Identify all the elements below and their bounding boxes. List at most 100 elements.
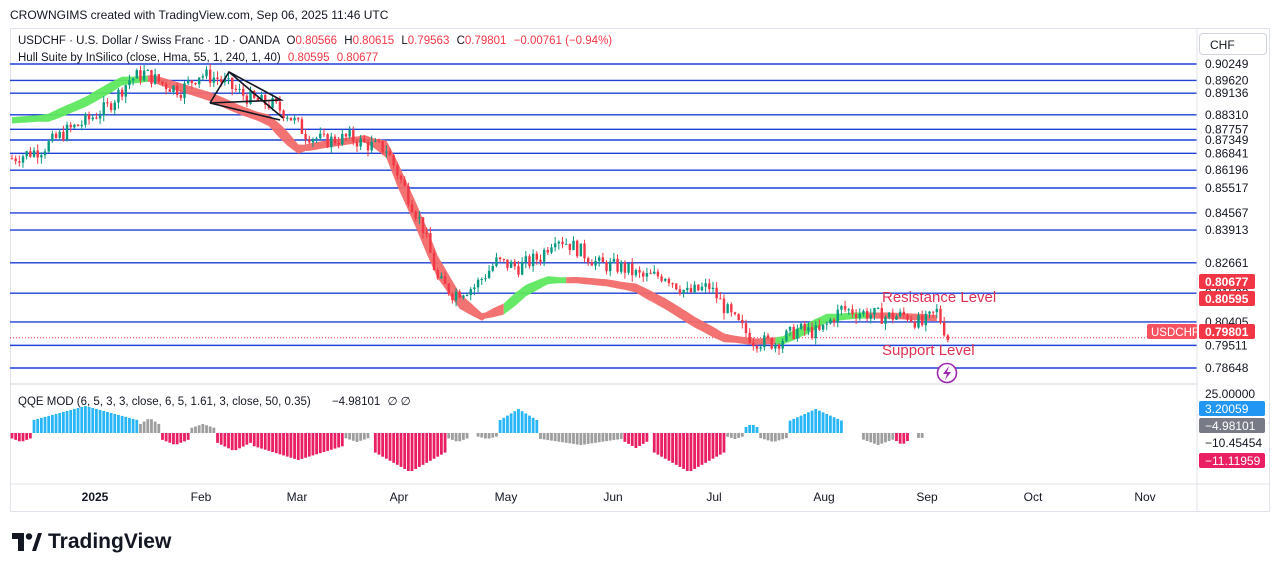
candle-body (898, 311, 902, 317)
candle-body (73, 124, 76, 128)
candle-body (370, 141, 373, 151)
close-value: 0.79801 (464, 35, 507, 47)
qqe-bar (634, 433, 638, 448)
candle-body (227, 77, 230, 79)
candle-body (249, 90, 252, 104)
currency-selector-button[interactable]: CHF (1199, 33, 1267, 55)
qqe-bar (384, 433, 388, 459)
qqe-bar (462, 433, 465, 440)
qqe-bar (131, 418, 135, 433)
qqe-bar (439, 433, 443, 455)
candle-body (586, 258, 590, 263)
candle-body (14, 158, 17, 162)
qqe-bar (124, 416, 128, 433)
candle-body (91, 117, 94, 120)
time-tick-label: Feb (191, 490, 212, 504)
qqe-bar (227, 433, 230, 449)
qqe-value: −4.98101 (331, 396, 381, 408)
high-label: H (344, 35, 353, 47)
qqe-bar (906, 433, 909, 442)
qqe-bar (711, 433, 715, 459)
qqe-bar (840, 420, 843, 433)
candle-body (465, 294, 469, 296)
symbol-legend[interactable]: USDCHF · U.S. Dollar / Swiss Franc · 1D … (18, 35, 612, 47)
candle-body (763, 335, 766, 348)
qqe-bar (656, 433, 660, 455)
candle-body (142, 70, 146, 81)
qqe-bar (561, 433, 564, 443)
candle-body (752, 342, 755, 347)
qqe-bar (355, 433, 359, 442)
candle-body (443, 276, 447, 284)
candle-body (847, 309, 850, 311)
qqe-bar (399, 433, 403, 467)
candle-body (829, 319, 832, 324)
symbol-badge (1147, 324, 1197, 339)
hull-label: Hull Suite by InSilico (close, Hma, 55, … (18, 52, 281, 64)
low-value: 0.79563 (407, 35, 450, 47)
price-badge-label: 0.80595 (1205, 292, 1249, 306)
high-value: 0.80615 (352, 35, 395, 47)
qqe-bar (139, 423, 142, 433)
candle-body (796, 328, 799, 339)
qqe-bar (480, 433, 484, 438)
candle-body (186, 80, 190, 84)
price-tick-label: 0.88310 (1205, 108, 1249, 122)
candle-body (242, 88, 245, 96)
qqe-bar (304, 433, 307, 458)
low-label: L (401, 35, 408, 47)
candle-body (623, 262, 627, 273)
qqe-bar (245, 433, 249, 445)
qqe-bar (920, 433, 924, 438)
qqe-bar (682, 433, 686, 469)
candle-body (80, 124, 83, 127)
candle-body (124, 85, 127, 97)
candle-body (539, 259, 542, 262)
qqe-bar (454, 433, 458, 442)
candle-body (62, 131, 65, 141)
candle-body (730, 304, 733, 313)
qqe-bar (340, 433, 344, 447)
qqe-bar (590, 433, 594, 444)
qqe-bar (54, 413, 58, 433)
qqe-bar (509, 413, 513, 433)
candle-body (785, 330, 788, 341)
hull-legend[interactable]: Hull Suite by InSilico (close, Hma, 55, … (18, 52, 378, 64)
candle-body (638, 269, 641, 273)
candle-body (315, 138, 318, 140)
candle-body (168, 89, 172, 92)
candle-body (667, 278, 671, 284)
qqe-bar (557, 433, 561, 442)
price-tick-label: 0.84567 (1205, 206, 1249, 220)
candle-body (447, 283, 450, 294)
qqe-bar (326, 433, 330, 451)
candle-body (179, 95, 183, 98)
candle-body (722, 298, 726, 314)
qqe-bar (748, 424, 752, 433)
candle-body (139, 70, 142, 81)
qqe-bar (476, 433, 480, 437)
qqe-bar (674, 433, 678, 465)
candle-body (609, 261, 612, 272)
qqe-bar (597, 433, 601, 443)
qqe-bar (260, 433, 263, 449)
candle-body (458, 291, 461, 298)
qqe-tick-label: −11.11959 (1205, 454, 1261, 468)
qqe-bar (315, 433, 319, 455)
candle-body (733, 312, 737, 315)
qqe-bar (377, 433, 381, 455)
qqe-legend[interactable]: QQE MOD (6, 5, 3, 3, close, 6, 5, 1.61, … (18, 394, 411, 408)
qqe-bar (744, 426, 748, 433)
qqe-bar (583, 433, 586, 445)
candle-body (755, 346, 759, 349)
candle-body (212, 77, 216, 83)
candle-body (113, 102, 116, 111)
qqe-bar (414, 433, 418, 469)
price-tick-label: 0.85517 (1205, 181, 1249, 195)
candle-body (572, 240, 575, 251)
tradingview-logo: TradingView (12, 530, 171, 554)
qqe-tick-label: −10.45454 (1205, 436, 1262, 450)
qqe-badge (1199, 453, 1265, 468)
